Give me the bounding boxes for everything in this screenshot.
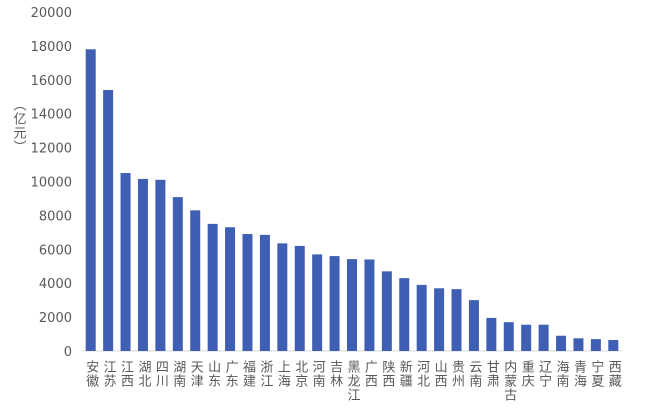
x-tick-label: 天津 (188, 360, 204, 388)
bar (120, 173, 131, 351)
bar (277, 243, 288, 351)
bar (329, 256, 340, 351)
x-tick-label: 山东 (205, 360, 221, 388)
bar (137, 178, 148, 351)
y-tick-label: 14000 (31, 108, 72, 123)
x-tick-label: 重庆 (519, 359, 535, 388)
y-tick-label: 12000 (31, 142, 72, 157)
bar (590, 339, 601, 351)
x-tick-label: 黑龙江 (345, 360, 361, 402)
x-tick-label: 内蒙古 (501, 359, 516, 402)
x-tick-label: 福建 (240, 360, 256, 388)
x-tick-label: 辽宁 (536, 360, 552, 388)
bar (155, 179, 166, 351)
bar (486, 317, 497, 351)
bar (608, 339, 619, 351)
x-tick-label: 贵州 (449, 360, 465, 388)
x-tick-label: 安徽 (83, 360, 99, 388)
bar (259, 234, 270, 351)
y-tick-label: 8000 (39, 209, 72, 224)
x-tick-label: 甘肃 (484, 360, 500, 388)
x-tick-label: 湖南 (170, 360, 186, 388)
x-tick-label: 新疆 (397, 359, 413, 388)
y-tick-label: 0 (64, 345, 72, 360)
bar (85, 49, 96, 351)
bar (103, 89, 114, 351)
x-tick-label: 北京 (292, 360, 308, 388)
bar (364, 259, 375, 351)
x-tick-label: 江西 (118, 360, 134, 388)
bar (225, 227, 236, 351)
bar (242, 234, 253, 351)
x-tick-label: 广东 (223, 360, 239, 388)
bar (381, 271, 392, 351)
x-tick-label: 四川 (153, 360, 169, 388)
bar (172, 197, 183, 351)
bar (556, 335, 567, 351)
y-tick-label: 4000 (39, 277, 72, 292)
bar (312, 254, 323, 351)
bar (294, 245, 305, 351)
x-tick-label: 云南 (466, 360, 482, 388)
x-tick-label: 河南 (310, 360, 326, 388)
y-tick-label: 16000 (31, 74, 72, 89)
x-tick-label: 吉林 (327, 360, 343, 388)
bar (538, 324, 549, 351)
bar (468, 300, 479, 351)
x-tick-label: 青海 (571, 360, 587, 388)
bar (347, 259, 357, 351)
y-tick-label: 2000 (39, 311, 72, 326)
x-tick-label: 河北 (414, 360, 430, 388)
bar (573, 338, 584, 351)
y-axis-label: （亿元） (11, 98, 27, 154)
y-tick-label: 6000 (39, 243, 72, 258)
x-tick-label: 湖北 (135, 360, 151, 388)
bar (207, 223, 218, 351)
x-tick-label: 海南 (554, 360, 570, 388)
bar (451, 289, 462, 351)
x-tick-label: 宁夏 (588, 359, 604, 388)
y-tick-label: 18000 (31, 40, 72, 55)
y-tick-label: 10000 (31, 176, 72, 191)
x-tick-label: 山西 (432, 360, 448, 388)
x-tick-label: 浙江 (257, 360, 273, 388)
bar (521, 324, 532, 351)
bar (503, 322, 514, 351)
x-tick-label: 陕西 (379, 360, 395, 388)
bar (416, 284, 427, 351)
x-tick-label: 广西 (362, 360, 378, 388)
bar (399, 278, 410, 351)
bar (190, 210, 201, 351)
y-tick-label: 20000 (31, 6, 72, 21)
x-tick-label: 上海 (275, 360, 291, 388)
x-tick-label: 西藏 (606, 360, 622, 388)
bar (434, 288, 445, 351)
x-tick-label: 江苏 (101, 360, 117, 388)
